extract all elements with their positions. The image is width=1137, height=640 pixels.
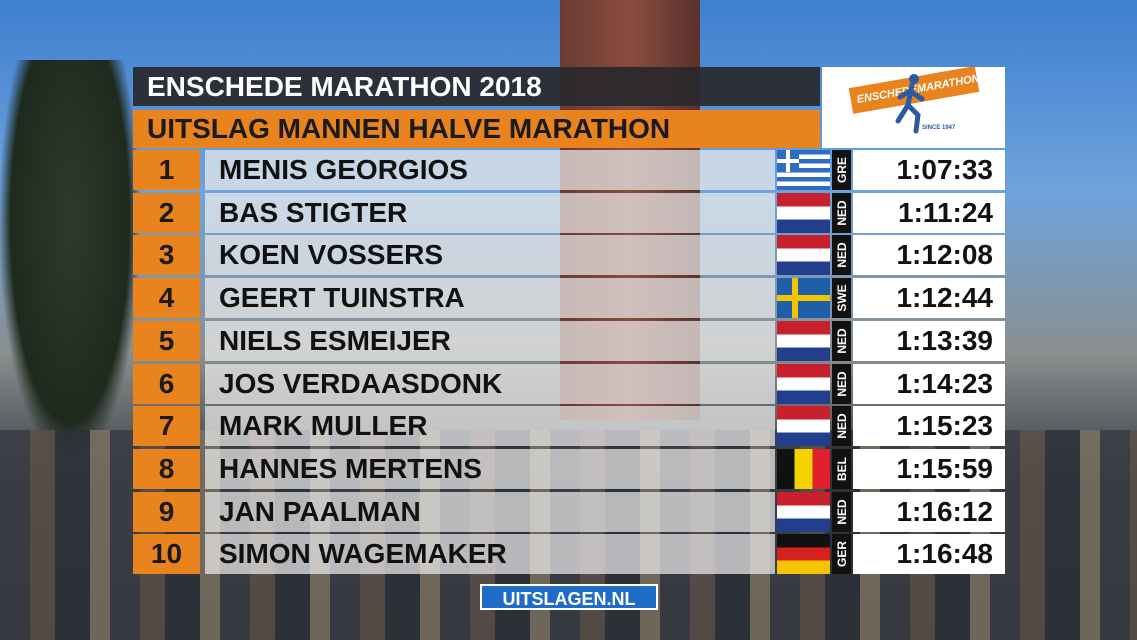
logo: ENSCHEDE MARATHON SINCE 1947 (822, 67, 1005, 148)
country-code: GRE (832, 150, 851, 190)
flag (777, 150, 830, 190)
country-code: NED (832, 491, 851, 532)
country-code-text: GER (834, 541, 849, 568)
flag (777, 448, 830, 489)
tree (0, 60, 140, 460)
athlete-name: JOS VERDAASDONK (205, 363, 775, 404)
rank: 3 (133, 235, 200, 276)
country-code: NED (832, 363, 851, 404)
rank: 10 (133, 534, 200, 575)
flag (777, 491, 830, 532)
flag (777, 363, 830, 404)
country-code-text: NED (834, 242, 849, 269)
country-code: NED (832, 235, 851, 276)
athlete-name: MARK MULLER (205, 406, 775, 447)
country-code-text: NED (834, 498, 849, 525)
country-code-text: NED (834, 200, 849, 226)
country-code: NED (832, 320, 851, 361)
finish-time: 1:13:39 (853, 320, 1005, 361)
finish-time: 1:16:48 (853, 534, 1005, 575)
country-code-text: NED (834, 328, 849, 354)
athlete-name: NIELS ESMEIJER (205, 320, 775, 361)
country-code-text: NED (834, 413, 849, 439)
rank: 1 (133, 150, 200, 190)
finish-time: 1:12:08 (853, 235, 1005, 276)
finish-time: 1:11:24 (853, 192, 1005, 233)
rank: 8 (133, 448, 200, 489)
finish-time: 1:16:12 (853, 491, 1005, 532)
athlete-name: BAS STIGTER (205, 192, 775, 233)
country-code: SWE (832, 278, 851, 319)
country-code: NED (832, 406, 851, 447)
title: ENSCHEDE MARATHON 2018 (133, 67, 820, 106)
athlete-name: SIMON WAGEMAKER (205, 534, 775, 575)
country-code-text: GRE (834, 156, 849, 184)
flag (777, 406, 830, 447)
footer-site: UITSLAGEN.NL (480, 584, 658, 610)
country-code-text: SWE (834, 284, 849, 312)
athlete-name: GEERT TUINSTRA (205, 278, 775, 319)
flag (777, 192, 830, 233)
rank: 5 (133, 320, 200, 361)
subtitle: UITSLAG MANNEN HALVE MARATHON (133, 110, 820, 148)
athlete-name: KOEN VOSSERS (205, 235, 775, 276)
rank: 6 (133, 363, 200, 404)
finish-time: 1:15:59 (853, 448, 1005, 489)
country-code: NED (832, 192, 851, 233)
country-code: GER (832, 534, 851, 575)
logo-since: SINCE 1947 (922, 125, 956, 131)
athlete-name: MENIS GEORGIOS (205, 150, 775, 190)
country-code: BEL (832, 448, 851, 489)
flag (777, 278, 830, 319)
finish-time: 1:15:23 (853, 406, 1005, 447)
flag (777, 534, 830, 575)
finish-time: 1:07:33 (853, 150, 1005, 190)
finish-time: 1:14:23 (853, 363, 1005, 404)
athlete-name: HANNES MERTENS (205, 448, 775, 489)
finish-time: 1:12:44 (853, 278, 1005, 319)
rank: 2 (133, 192, 200, 233)
country-code-text: NED (834, 370, 849, 397)
rank: 7 (133, 406, 200, 447)
flag (777, 320, 830, 361)
athlete-name: JAN PAALMAN (205, 491, 775, 532)
runner-icon (895, 74, 925, 134)
rank: 9 (133, 491, 200, 532)
flag (777, 235, 830, 276)
rank: 4 (133, 278, 200, 319)
country-code-text: BEL (834, 456, 849, 481)
